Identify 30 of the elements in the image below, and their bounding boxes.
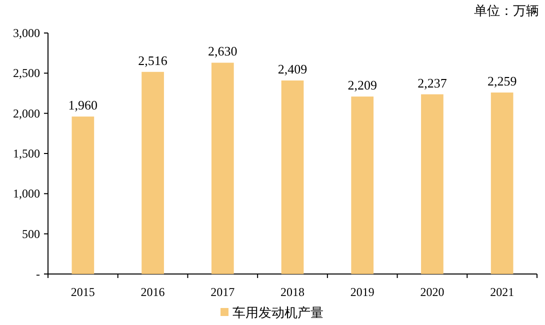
- y-tick-label: 1,500: [13, 146, 40, 160]
- x-tick-label: 2015: [70, 285, 95, 299]
- bar: [211, 62, 234, 274]
- y-tick-label: 3,000: [13, 26, 40, 40]
- legend-label: 车用发动机产量: [232, 306, 324, 321]
- x-tick-label: 2018: [280, 285, 304, 299]
- bar: [351, 96, 374, 274]
- bar: [72, 116, 94, 274]
- text: 2,630: [208, 44, 238, 59]
- y-tick-label: 1,000: [13, 186, 40, 201]
- x-tick-label: 2017: [210, 285, 235, 299]
- text: 1,960: [68, 98, 98, 113]
- x-tick-label: 2019: [350, 285, 374, 299]
- x-tick-label: 2016: [140, 285, 165, 299]
- bar: [421, 94, 444, 274]
- y-tick-label: 2,000: [13, 106, 40, 120]
- text: 2,259: [487, 74, 517, 89]
- bar: [490, 92, 514, 274]
- bar: [281, 80, 304, 274]
- x-tick-label: 2021: [490, 285, 514, 299]
- y-tick-label: -: [36, 267, 40, 281]
- text: 2,409: [278, 61, 308, 76]
- bar: [142, 72, 164, 274]
- y-tick-label: 500: [22, 226, 40, 241]
- text: 单位：万辆: [474, 4, 539, 19]
- text: 2,237: [418, 75, 447, 90]
- x-tick-label: 2020: [420, 285, 444, 299]
- text: 2,209: [348, 78, 377, 93]
- y-tick-label: 2,500: [13, 66, 40, 80]
- text: 2,516: [138, 52, 168, 68]
